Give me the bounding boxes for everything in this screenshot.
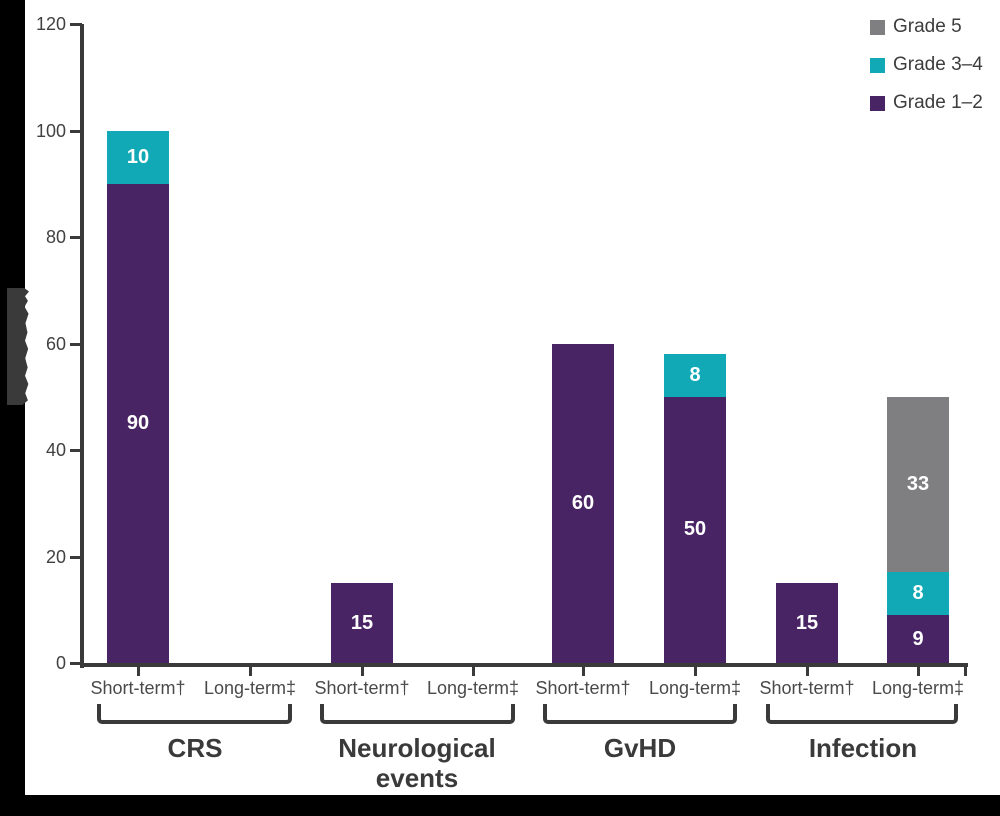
segment-value-label: 8	[912, 582, 924, 605]
y-tick	[70, 662, 82, 665]
x-category-label: Short-term†	[535, 678, 631, 698]
x-category-label: Short-term†	[759, 678, 855, 698]
bar-segment: 15	[776, 583, 838, 663]
bar-segment: 10	[107, 130, 169, 184]
y-axis-line	[80, 24, 84, 668]
segment-value-label: 8	[689, 363, 701, 386]
y-tick-label: 20	[45, 546, 66, 567]
legend-label: Grade 3–4	[893, 54, 983, 75]
x-tick	[694, 667, 697, 676]
legend-swatch-grade-5-icon	[870, 19, 885, 35]
x-tick	[582, 667, 585, 676]
legend-item-grade-3-4: Grade 3–4	[870, 54, 1000, 76]
bar-segment: 50	[664, 396, 726, 663]
y-tick-label: 60	[45, 333, 66, 354]
x-category-label: Long-term‡	[426, 678, 520, 698]
y-tick	[70, 449, 82, 452]
legend-label: Grade 1–2	[893, 92, 983, 113]
group-label-infection: Infection	[808, 733, 918, 763]
x-tick	[361, 667, 364, 676]
group-label-gvhd: GvHD	[603, 733, 677, 763]
legend-swatch-grade-1-2-icon	[870, 95, 885, 111]
y-tick	[70, 23, 82, 26]
bar-segment: 33	[887, 396, 949, 573]
y-tick	[70, 555, 82, 559]
segment-value-label: 90	[126, 411, 150, 434]
y-axis-title-obscured-blob	[7, 288, 29, 405]
x-axis-end-tick	[964, 667, 967, 676]
group-bracket-gvhd	[543, 704, 737, 724]
x-tick	[249, 667, 252, 676]
segment-value-label: 60	[571, 491, 595, 514]
x-category-label: Long-term‡	[203, 678, 297, 698]
legend-swatch-grade-3-4-icon	[870, 57, 885, 73]
x-tick	[137, 667, 140, 676]
y-tick-label: 80	[45, 227, 66, 247]
segment-value-label: 9	[912, 627, 924, 650]
legend-label: Grade 5	[893, 16, 962, 37]
bottom-black-frame	[0, 795, 1000, 816]
y-tick-label: 100	[35, 120, 66, 141]
group-bracket-infection	[766, 704, 958, 724]
x-tick	[917, 667, 920, 676]
segment-value-label: 50	[683, 518, 707, 541]
x-category-label: Long-term‡	[648, 678, 742, 698]
segment-value-label: 33	[906, 473, 930, 496]
group-label-neurological: Neurological events	[338, 733, 496, 793]
bar-segment: 8	[664, 354, 726, 397]
segment-value-label: 10	[126, 145, 150, 168]
bar-segment: 90	[107, 183, 169, 663]
y-tick	[70, 342, 82, 346]
group-bracket-crs	[97, 704, 292, 724]
bar-segment: 60	[552, 343, 614, 663]
x-axis-line	[80, 663, 968, 667]
bar-segment: 8	[887, 572, 949, 616]
segment-value-label: 15	[350, 611, 374, 634]
x-tick	[472, 667, 475, 676]
y-tick	[70, 129, 82, 133]
group-bracket-neurological	[320, 704, 515, 724]
y-tick	[70, 236, 82, 239]
left-black-frame	[0, 0, 25, 816]
y-tick-label: 120	[35, 14, 66, 34]
x-category-label: Short-term†	[314, 678, 410, 698]
bar-segment: 9	[887, 615, 949, 663]
legend: Grade 5 Grade 3–4 Grade 1–2	[870, 16, 1000, 130]
x-tick	[806, 667, 809, 676]
y-tick-label: 0	[55, 653, 66, 673]
bar-segment: 15	[331, 583, 393, 663]
x-category-label: Short-term†	[90, 678, 186, 698]
segment-value-label: 15	[795, 611, 819, 634]
legend-item-grade-5: Grade 5	[870, 16, 1000, 38]
y-tick-label: 40	[45, 440, 66, 460]
x-category-label: Long-term‡	[871, 678, 965, 698]
legend-item-grade-1-2: Grade 1–2	[870, 92, 1000, 114]
group-label-crs: CRS	[167, 733, 223, 763]
